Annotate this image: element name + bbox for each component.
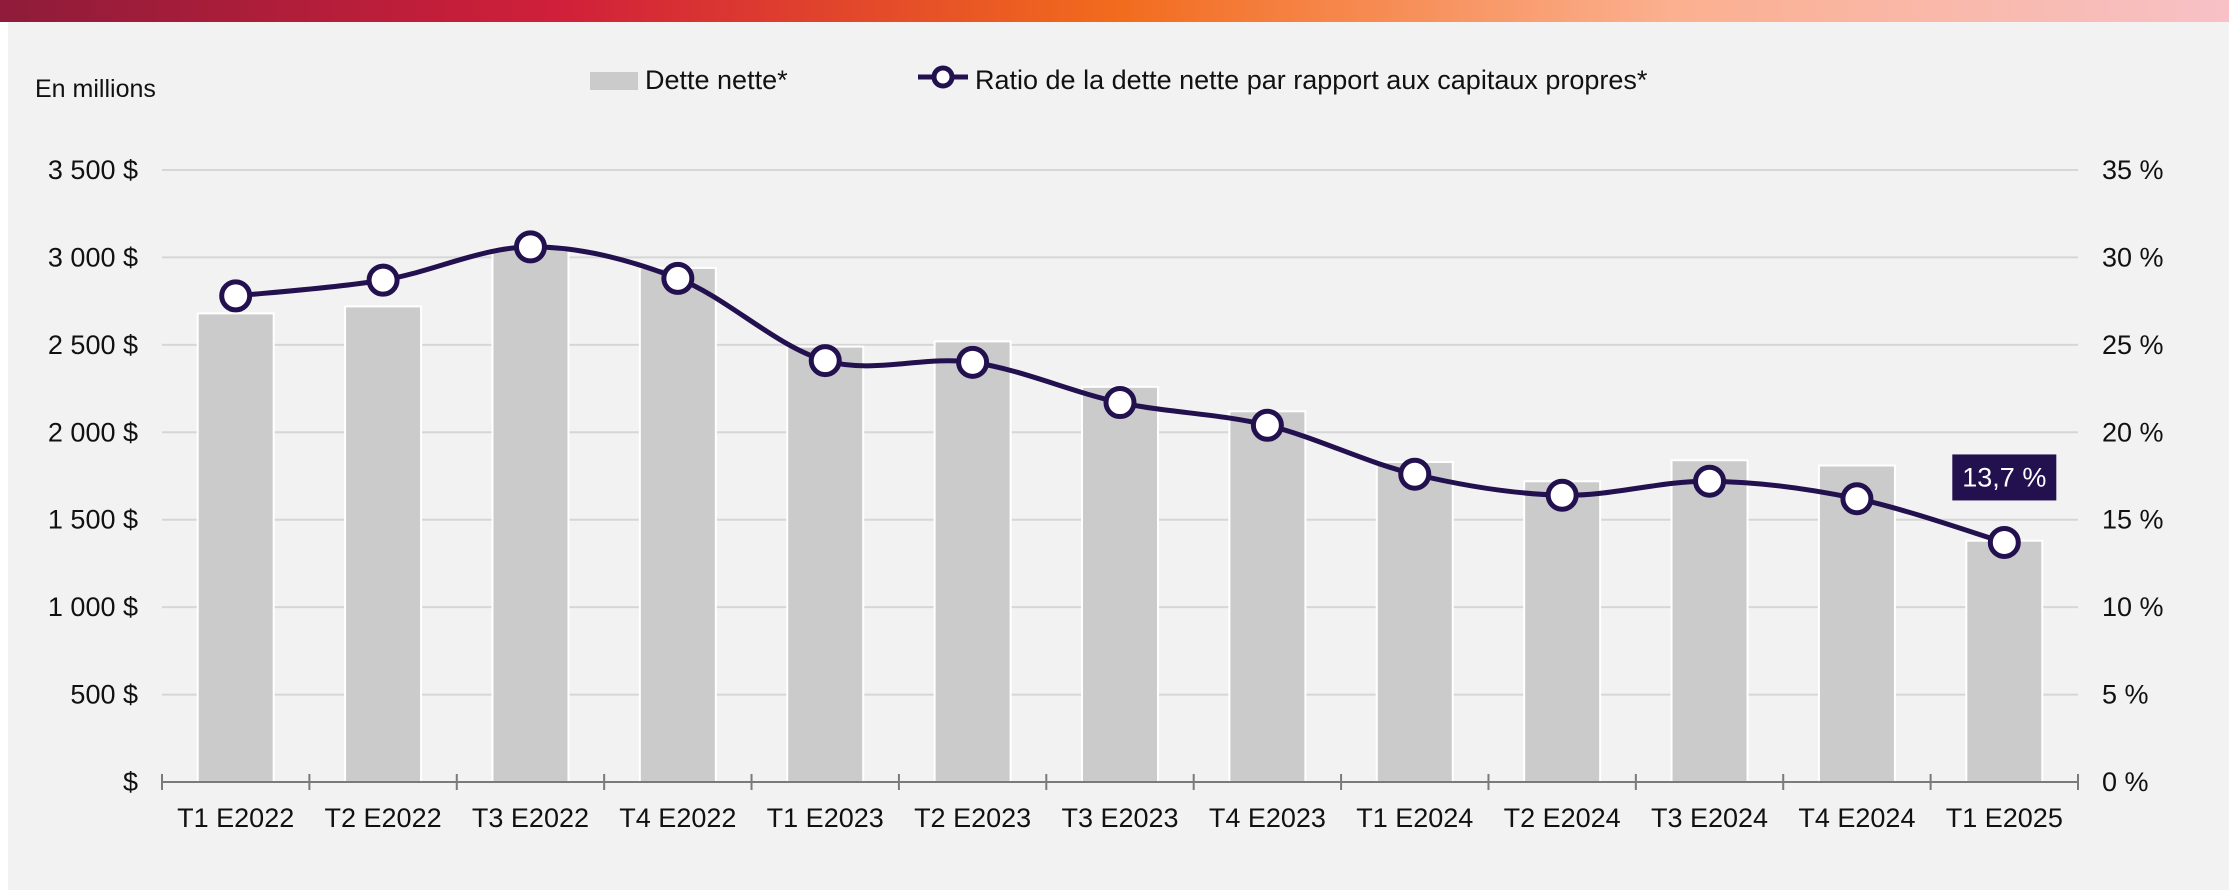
callout-label: 13,7 % [1962,462,2046,492]
ratio-marker [956,345,990,379]
ratio-marker [366,263,400,297]
right-tick-label: 35 % [2102,155,2164,185]
legend: Dette nette* Ratio de la dette nette par… [590,65,1648,95]
category-label: T4 E2022 [619,803,736,833]
top-color-band [0,0,2229,22]
last-ratio-callout: 13,7 % [1952,454,2057,501]
right-tick-label: 5 % [2102,680,2149,710]
right-axis-ticks: 0 % 5 % 10 % 15 % 20 % 25 % 30 % 35 % [2102,155,2164,797]
x-axis [161,774,2079,790]
bar [1375,461,1454,783]
bar [1228,410,1307,783]
ratio-marker [808,344,842,378]
unit-label: En millions [35,75,156,103]
ratio-marker [1987,525,2021,559]
ratio-marker [513,230,547,264]
right-tick-label: 0 % [2102,767,2149,797]
category-label: T3 E2023 [1061,803,1178,833]
bar [1523,480,1602,783]
ratio-marker [1250,408,1284,442]
bar [491,247,570,783]
bar [1081,385,1159,783]
left-tick-label: 3 500 $ [48,155,138,185]
bar [638,266,717,784]
left-tick-label: 2 500 $ [48,330,138,360]
right-tick-label: 15 % [2102,505,2164,535]
bar [1817,464,1896,783]
category-label: T2 E2024 [1504,803,1621,833]
ratio-marker [219,279,253,313]
category-label: T2 E2023 [914,803,1031,833]
category-label: T1 E2023 [767,803,884,833]
ratio-marker [1103,386,1137,420]
ratio-marker [1545,478,1579,512]
legend-line-label: Ratio de la dette nette par rapport aux … [975,65,1648,95]
category-label: T3 E2022 [472,803,589,833]
bar [1965,539,2044,783]
bar [786,345,865,783]
right-tick-label: 25 % [2102,330,2164,360]
category-label: T1 E2024 [1356,803,1473,833]
left-axis-ticks: $500 $ 1 000 $ 1 500 $ 2 000 $ 2 500 $ 3 000 … [48,155,138,797]
left-tick-label: 1 000 $ [48,592,138,622]
ratio-marker [1693,464,1727,498]
legend-bar-swatch [590,72,638,90]
left-tick-label: 2 000 $ [48,417,138,447]
legend-line-marker [931,65,955,89]
left-tick-label: 3 000 $ [48,242,138,272]
ratio-marker [1398,457,1432,491]
legend-bar-label: Dette nette* [645,65,788,95]
ratio-marker [661,261,695,295]
callout-background [1952,454,2057,501]
category-label: T1 E2025 [1946,803,2063,833]
category-label: T1 E2022 [177,803,294,833]
category-label: T2 E2022 [325,803,442,833]
left-tick-label: 1 500 $ [48,505,138,535]
x-axis-ticks: T1 E2022 T2 E2022 T3 E2022 T4 E2022 T1 E2023… [177,803,2063,833]
bar [933,340,1012,783]
right-tick-label: 20 % [2102,417,2164,447]
bar [344,305,423,783]
right-tick-label: 30 % [2102,242,2164,272]
left-tick-label: 500 $ [70,680,138,710]
ratio-marker [1840,482,1874,516]
ratio-markers [219,230,2021,559]
right-tick-label: 10 % [2102,592,2164,622]
bar [1670,459,1749,783]
category-label: T4 E2024 [1798,803,1915,833]
category-label: T4 E2023 [1209,803,1326,833]
left-tick-label: $ [123,767,138,797]
bar [196,312,275,783]
category-label: T3 E2024 [1651,803,1768,833]
bar-series [196,247,2044,784]
